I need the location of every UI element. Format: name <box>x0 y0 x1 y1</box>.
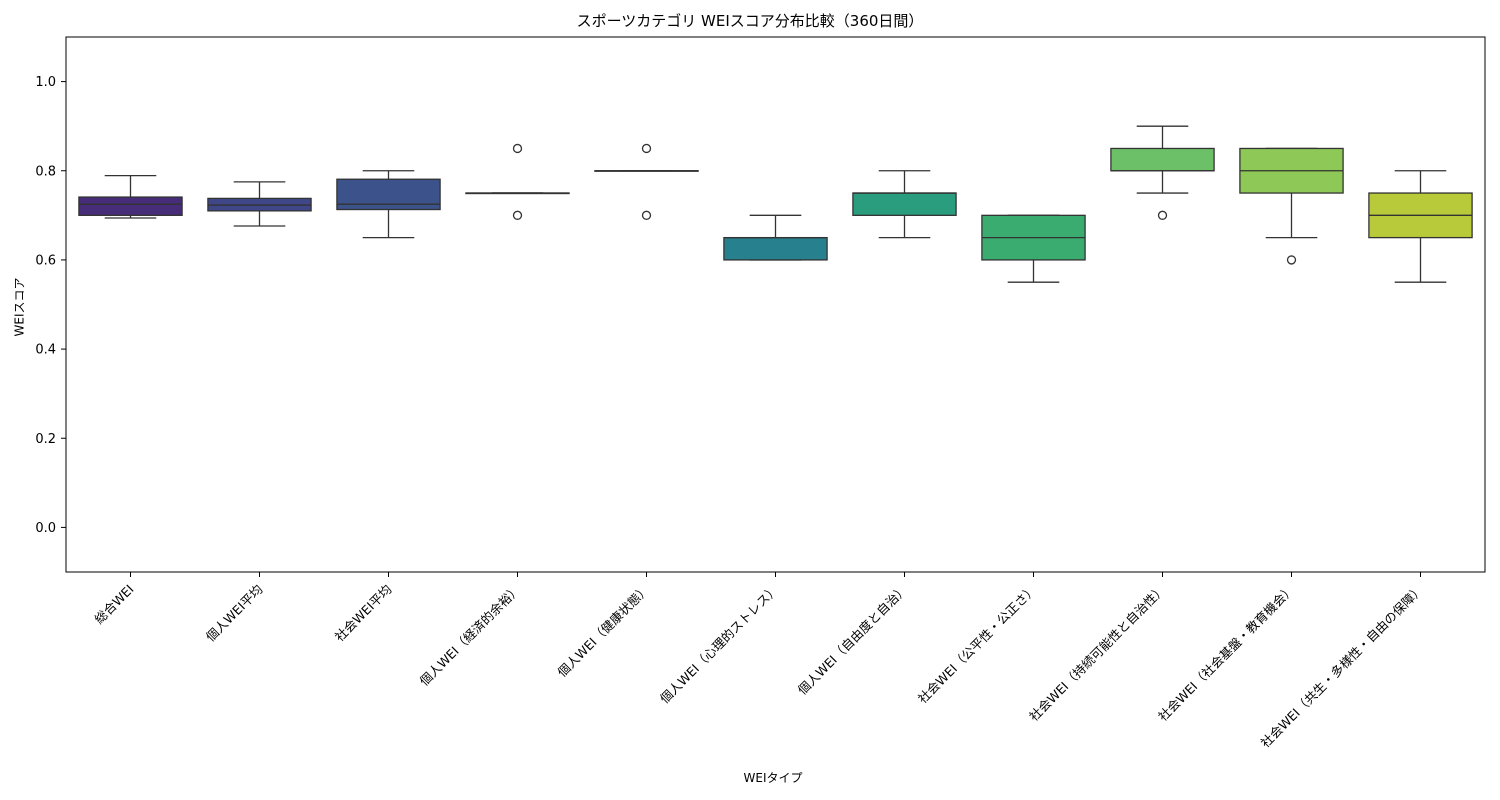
x-tick-label: 社会WEI（共生・多様性・自由の保障） <box>1258 582 1427 751</box>
y-tick-label: 1.0 <box>35 75 56 90</box>
y-tick-label: 0.0 <box>35 521 56 536</box>
box <box>1110 147 1215 172</box>
box <box>336 178 441 211</box>
y-tick-label: 0.4 <box>35 343 56 358</box>
x-tick-label: 個人WEI平均 <box>203 582 266 645</box>
outlier-point <box>641 210 652 220</box>
x-tick-label: 社会WEI平均 <box>332 582 395 645</box>
x-axis-label: WEIタイプ <box>743 771 803 785</box>
outlier-point <box>1286 255 1297 265</box>
plot-frame <box>65 36 1486 573</box>
x-tick-label: 個人WEI（健康状態） <box>554 582 652 680</box>
x-tick-label: 個人WEI（自由度と自治） <box>795 582 911 698</box>
x-tick-label: 社会WEI（公平性・公正さ） <box>915 582 1040 707</box>
x-tick-label: 総合WEI <box>91 582 136 627</box>
y-tick-label: 0.6 <box>35 253 56 268</box>
y-tick-label: 0.8 <box>35 164 56 179</box>
box <box>852 192 957 216</box>
outlier-point <box>512 143 523 154</box>
box <box>723 236 828 261</box>
x-tick-label: 個人WEI（経済的余裕） <box>417 582 524 689</box>
outlier-point <box>641 143 652 154</box>
chart-title: スポーツカテゴリ WEIスコア分布比較（360日間） <box>576 12 924 30</box>
outlier-point <box>1157 210 1168 220</box>
outlier-point <box>512 210 523 220</box>
box <box>78 196 183 216</box>
x-tick-label: 社会WEI（社会基盤・教育機会） <box>1155 582 1297 724</box>
x-tick-label: 個人WEI（心理的ストレス） <box>657 582 782 707</box>
y-tick-label: 0.2 <box>35 432 56 447</box>
x-tick-label: 社会WEI（持続可能性と自治性） <box>1026 582 1168 724</box>
